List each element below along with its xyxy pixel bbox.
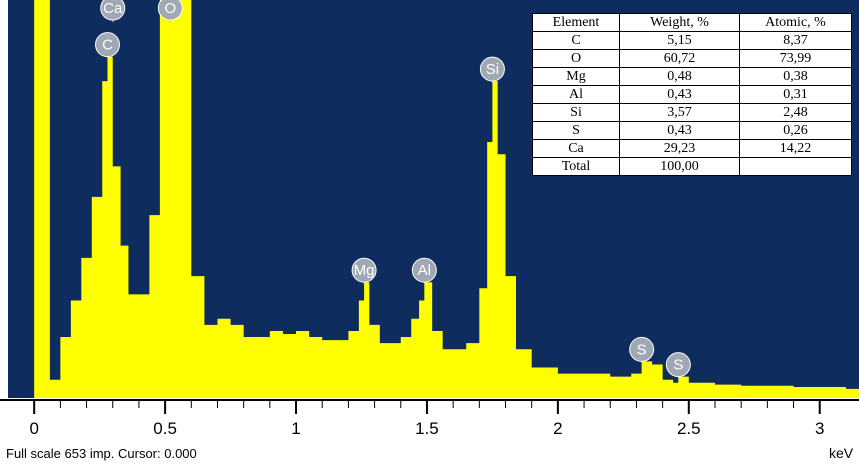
table-row: O 60,72 73,99 — [532, 49, 852, 68]
cell-element: S — [532, 121, 620, 140]
cell-weight: 60,72 — [619, 49, 740, 68]
cell-atomic: 73,99 — [739, 49, 852, 68]
peak-marker-c-icon — [95, 32, 121, 58]
cell-weight: 0,48 — [619, 67, 740, 86]
cell-weight: 0,43 — [619, 85, 740, 104]
cell-weight: 29,23 — [619, 139, 740, 158]
col-header-element: Element — [532, 13, 620, 32]
peak-marker-s-icon — [665, 352, 691, 378]
table-row: Si 3,57 2,48 — [532, 103, 852, 122]
cell-atomic — [739, 157, 852, 176]
x-tick-label: 0 — [29, 419, 38, 438]
peak-label-ca: Ca — [103, 0, 123, 17]
cell-atomic: 0,38 — [739, 67, 852, 86]
col-header-atomic: Atomic, % — [739, 13, 852, 32]
table-row: S 0,43 0,26 — [532, 121, 852, 140]
cell-element: Si — [532, 103, 620, 122]
peak-label-al: Al — [418, 262, 431, 279]
cell-element: O — [532, 49, 620, 68]
cell-element: Ca — [532, 139, 620, 158]
x-axis-unit-label: keV — [829, 445, 854, 461]
cell-weight: 5,15 — [619, 31, 740, 50]
peak-marker-ca-icon — [100, 0, 126, 21]
cell-atomic: 14,22 — [739, 139, 852, 158]
peak-label-s: S — [673, 357, 683, 374]
table-row: Al 0,43 0,31 — [532, 85, 852, 104]
peak-marker-si-icon — [479, 56, 505, 82]
peak-label-o: O — [165, 0, 177, 17]
cell-element: Al — [532, 85, 620, 104]
spectrum-series — [34, 0, 859, 398]
cell-element: Total — [532, 157, 620, 176]
x-tick-label: 2 — [553, 419, 562, 438]
cell-atomic: 8,37 — [739, 31, 852, 50]
table-row: Mg 0,48 0,38 — [532, 67, 852, 86]
table-header-row: Element Weight, % Atomic, % — [532, 13, 852, 32]
peak-label-c: C — [102, 37, 113, 54]
peak-marker-s-icon — [629, 336, 655, 362]
status-footer: Full scale 653 imp. Cursor: 0.000 — [6, 446, 197, 461]
peak-marker-mg-icon — [351, 257, 377, 283]
cell-atomic: 0,31 — [739, 85, 852, 104]
table-row: C 5,15 8,37 — [532, 31, 852, 50]
peak-label-si: Si — [486, 61, 499, 78]
x-tick-label: 1.5 — [415, 419, 439, 438]
table-row-total: Total 100,00 — [532, 157, 852, 176]
peak-label-mg: Mg — [354, 262, 375, 279]
cell-weight: 100,00 — [619, 157, 740, 176]
x-tick-label: 1 — [291, 419, 300, 438]
cell-weight: 0,43 — [619, 121, 740, 140]
cell-element: C — [532, 31, 620, 50]
cell-weight: 3,57 — [619, 103, 740, 122]
composition-table: Element Weight, % Atomic, % C 5,15 8,37 … — [532, 13, 852, 176]
cell-atomic: 0,26 — [739, 121, 852, 140]
table-row: Ca 29,23 14,22 — [532, 139, 852, 158]
cell-element: Mg — [532, 67, 620, 86]
x-tick-label: 2.5 — [677, 419, 701, 438]
peak-label-s: S — [637, 341, 647, 358]
peak-marker-o-icon — [157, 0, 183, 21]
x-tick-label: 0.5 — [153, 419, 177, 438]
x-tick-label: 3 — [815, 419, 824, 438]
peak-marker-al-icon — [411, 257, 437, 283]
col-header-weight: Weight, % — [619, 13, 740, 32]
cell-atomic: 2,48 — [739, 103, 852, 122]
